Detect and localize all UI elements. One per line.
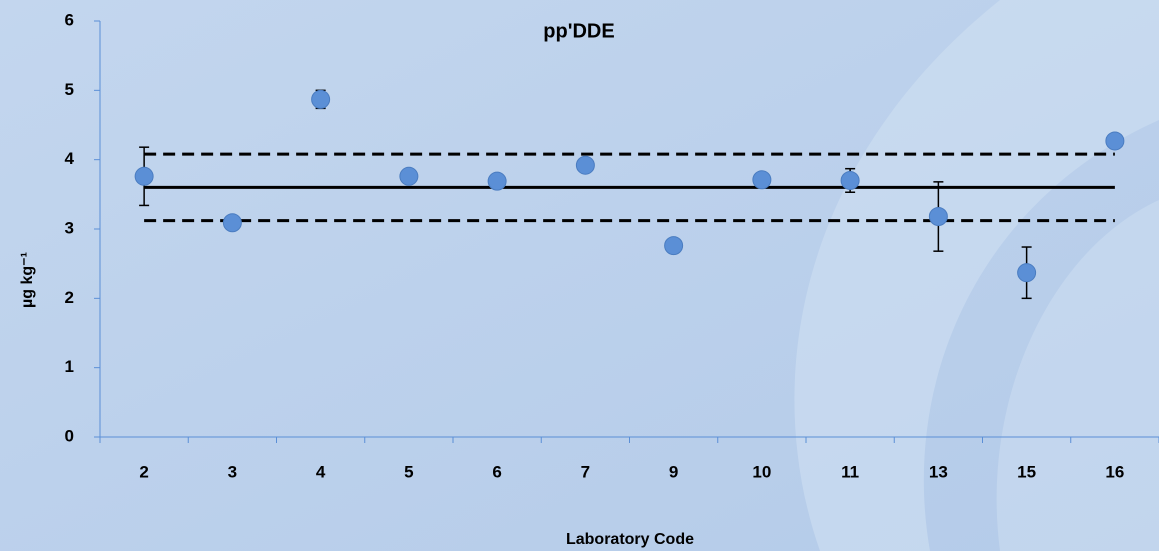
point	[664, 236, 684, 256]
x-tick-label: 5	[404, 462, 413, 481]
y-tick-label: 1	[65, 357, 74, 376]
point	[1105, 131, 1125, 151]
point	[840, 170, 860, 190]
point	[311, 89, 331, 109]
point	[222, 213, 242, 233]
x-tick-label: 7	[581, 462, 590, 481]
x-tick-label: 9	[669, 462, 678, 481]
point	[752, 170, 772, 190]
y-tick-label: 4	[65, 149, 75, 168]
point	[399, 166, 419, 186]
y-tick-label: 3	[65, 218, 74, 237]
point	[575, 155, 595, 175]
y-tick-label: 0	[65, 426, 74, 445]
y-tick-label: 2	[65, 288, 74, 307]
background-leaf	[996, 200, 1159, 551]
point	[487, 171, 507, 191]
x-tick-label: 15	[1017, 462, 1036, 481]
y-axis-label: µg kg⁻¹	[19, 252, 36, 308]
chart-title: pp'DDE	[543, 20, 614, 42]
point	[1017, 263, 1037, 283]
y-tick-label: 6	[65, 10, 74, 29]
x-tick-label: 3	[228, 462, 237, 481]
point	[134, 166, 154, 186]
y-tick-label: 5	[65, 80, 74, 99]
x-tick-label: 16	[1105, 462, 1124, 481]
point	[928, 207, 948, 227]
x-tick-label: 10	[752, 462, 771, 481]
background-leaf	[794, 0, 1159, 551]
x-tick-label: 13	[929, 462, 948, 481]
x-tick-label: 6	[492, 462, 501, 481]
x-axis-label: Laboratory Code	[566, 531, 694, 548]
x-tick-label: 2	[139, 462, 148, 481]
x-tick-label: 4	[316, 462, 326, 481]
x-tick-label: 11	[841, 462, 859, 481]
